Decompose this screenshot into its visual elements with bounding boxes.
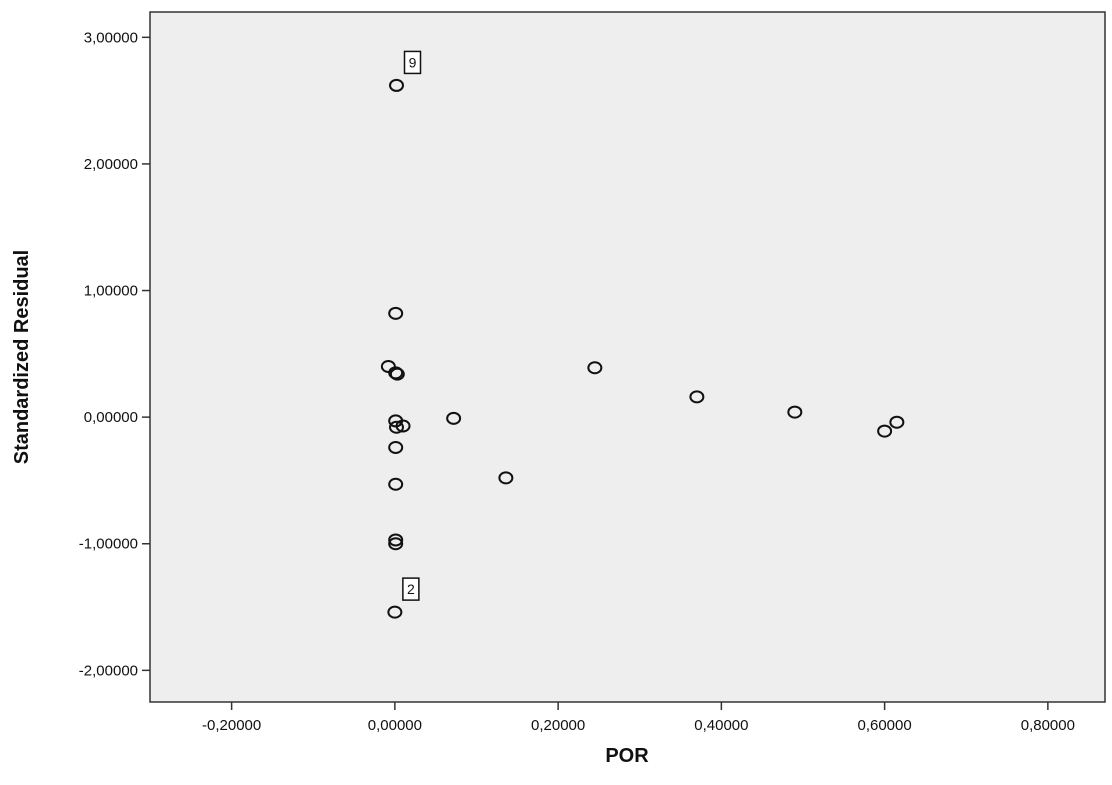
y-axis-title: Standardized Residual [11, 250, 33, 465]
point-label: 9 [403, 50, 422, 75]
point-label-box [403, 50, 422, 75]
x-tick-label: 0,40000 [694, 717, 748, 734]
data-points [380, 78, 905, 619]
data-point [446, 411, 462, 425]
point-label-box [402, 577, 420, 601]
y-tick-label: -2,00000 [79, 662, 138, 679]
data-point [387, 605, 403, 619]
data-point [889, 415, 905, 429]
data-point [877, 424, 893, 438]
x-tick-label: 0,00000 [368, 717, 422, 734]
data-point [388, 441, 404, 455]
y-axis: -2,00000 -1,00000 0,00000 1,00000 2,00000 3,0… [79, 29, 150, 679]
point-label-text: 2 [407, 581, 415, 597]
y-tick-label: 2,00000 [84, 156, 138, 173]
x-axis: -0,20000 0,00000 0,20000 0,40000 0,60000 0,80… [202, 702, 1075, 734]
data-point [689, 390, 705, 404]
y-tick-label: 0,00000 [84, 409, 138, 426]
data-point [388, 306, 404, 320]
data-point [395, 419, 411, 433]
plot-area [149, 11, 1106, 703]
data-point [389, 367, 405, 381]
point-annotations: 92 [402, 50, 422, 601]
data-point [388, 477, 404, 491]
data-point [498, 471, 514, 485]
x-tick-label: -0,20000 [202, 717, 261, 734]
data-point [787, 405, 803, 419]
data-point [388, 537, 404, 551]
y-tick-label: 1,00000 [84, 283, 138, 300]
x-tick-label: 0,80000 [1021, 717, 1075, 734]
x-tick-label: 0,20000 [531, 717, 585, 734]
y-tick-label: 3,00000 [84, 29, 138, 46]
point-label: 2 [402, 577, 420, 601]
point-label-text: 9 [409, 54, 417, 70]
data-point [388, 533, 404, 547]
data-point [389, 420, 405, 434]
data-point [587, 361, 603, 375]
x-axis-title: POR [605, 745, 649, 767]
data-point [389, 78, 405, 92]
y-tick-label: -1,00000 [79, 536, 138, 553]
data-point [388, 366, 404, 380]
x-tick-label: 0,60000 [857, 717, 911, 734]
